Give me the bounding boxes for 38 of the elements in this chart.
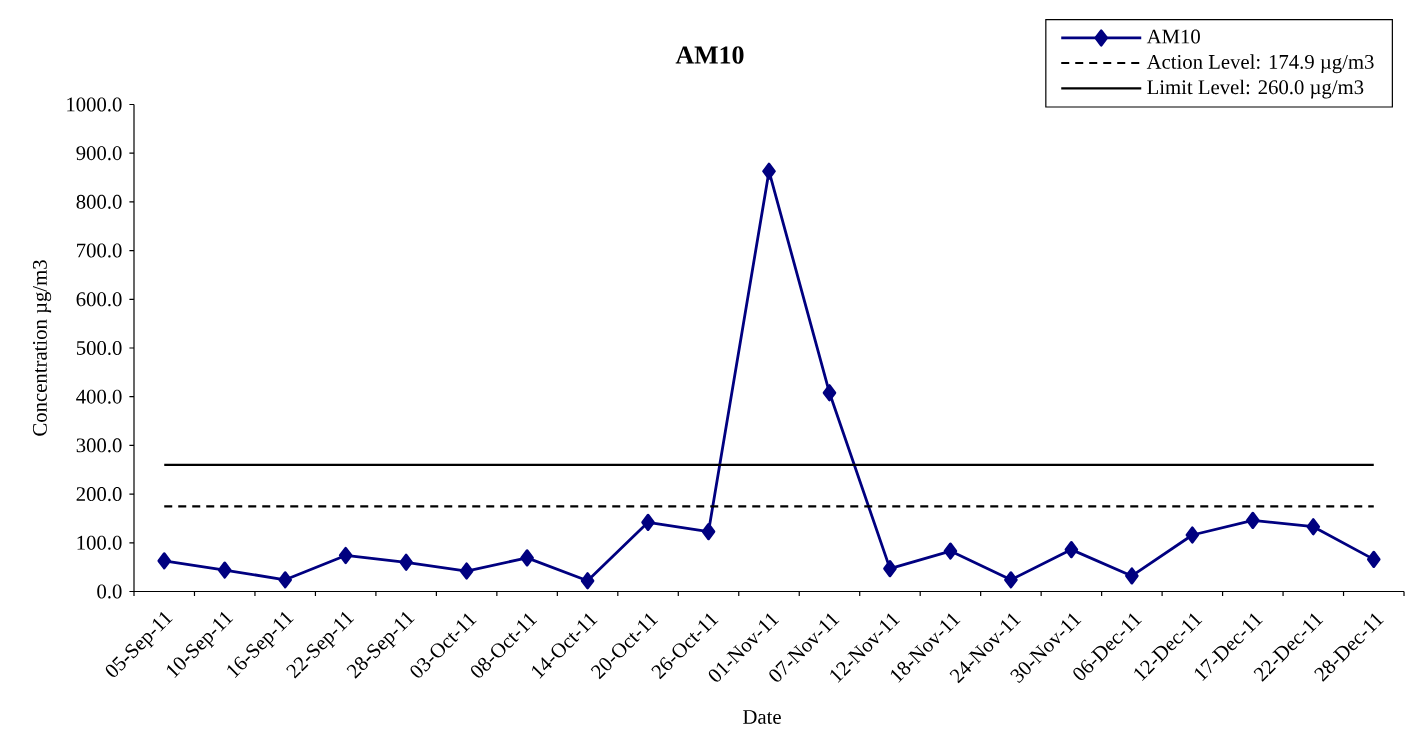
legend-label: Limit Level: 260.0 µg/m3 (1147, 79, 1364, 99)
y-tick-label: 800.0 (76, 194, 122, 209)
point (943, 542, 958, 560)
x-axis-title: Date (743, 710, 781, 724)
chart-title: AM10 (675, 46, 744, 64)
y-tick-label: 600.0 (76, 292, 122, 307)
y-tick-label: 900.0 (76, 146, 122, 161)
y-tick-label: 300.0 (76, 438, 122, 453)
point (520, 549, 534, 567)
point (701, 523, 716, 541)
y-tick-label: 500.0 (76, 340, 122, 356)
legend-label: AM10 (1146, 29, 1200, 44)
point (1125, 567, 1139, 585)
point (217, 561, 232, 579)
point (1185, 526, 1200, 544)
legend-label: Action Level: 174.9 µg/m3 (1146, 54, 1374, 74)
point (278, 571, 292, 589)
y-tick-label: 400.0 (76, 389, 122, 404)
point (883, 560, 897, 578)
point (1306, 518, 1321, 536)
point (1366, 550, 1381, 568)
point (580, 572, 595, 590)
point (641, 513, 655, 531)
point (459, 562, 474, 580)
point (1246, 511, 1260, 529)
point (338, 546, 353, 565)
point (762, 162, 776, 180)
y-tick-label: 200.0 (76, 487, 122, 502)
point (399, 553, 413, 571)
y-tick-label: 0.0 (97, 584, 122, 599)
y-tick-label: 700.0 (77, 243, 122, 258)
y-tick-label: 100.0 (77, 535, 122, 550)
y-tick-label: 1000.0 (67, 97, 122, 112)
point (822, 384, 837, 402)
point (1004, 571, 1018, 589)
y-axis-title: Concentration µg/m3 (32, 260, 52, 436)
point (1064, 541, 1079, 559)
point (157, 552, 172, 570)
